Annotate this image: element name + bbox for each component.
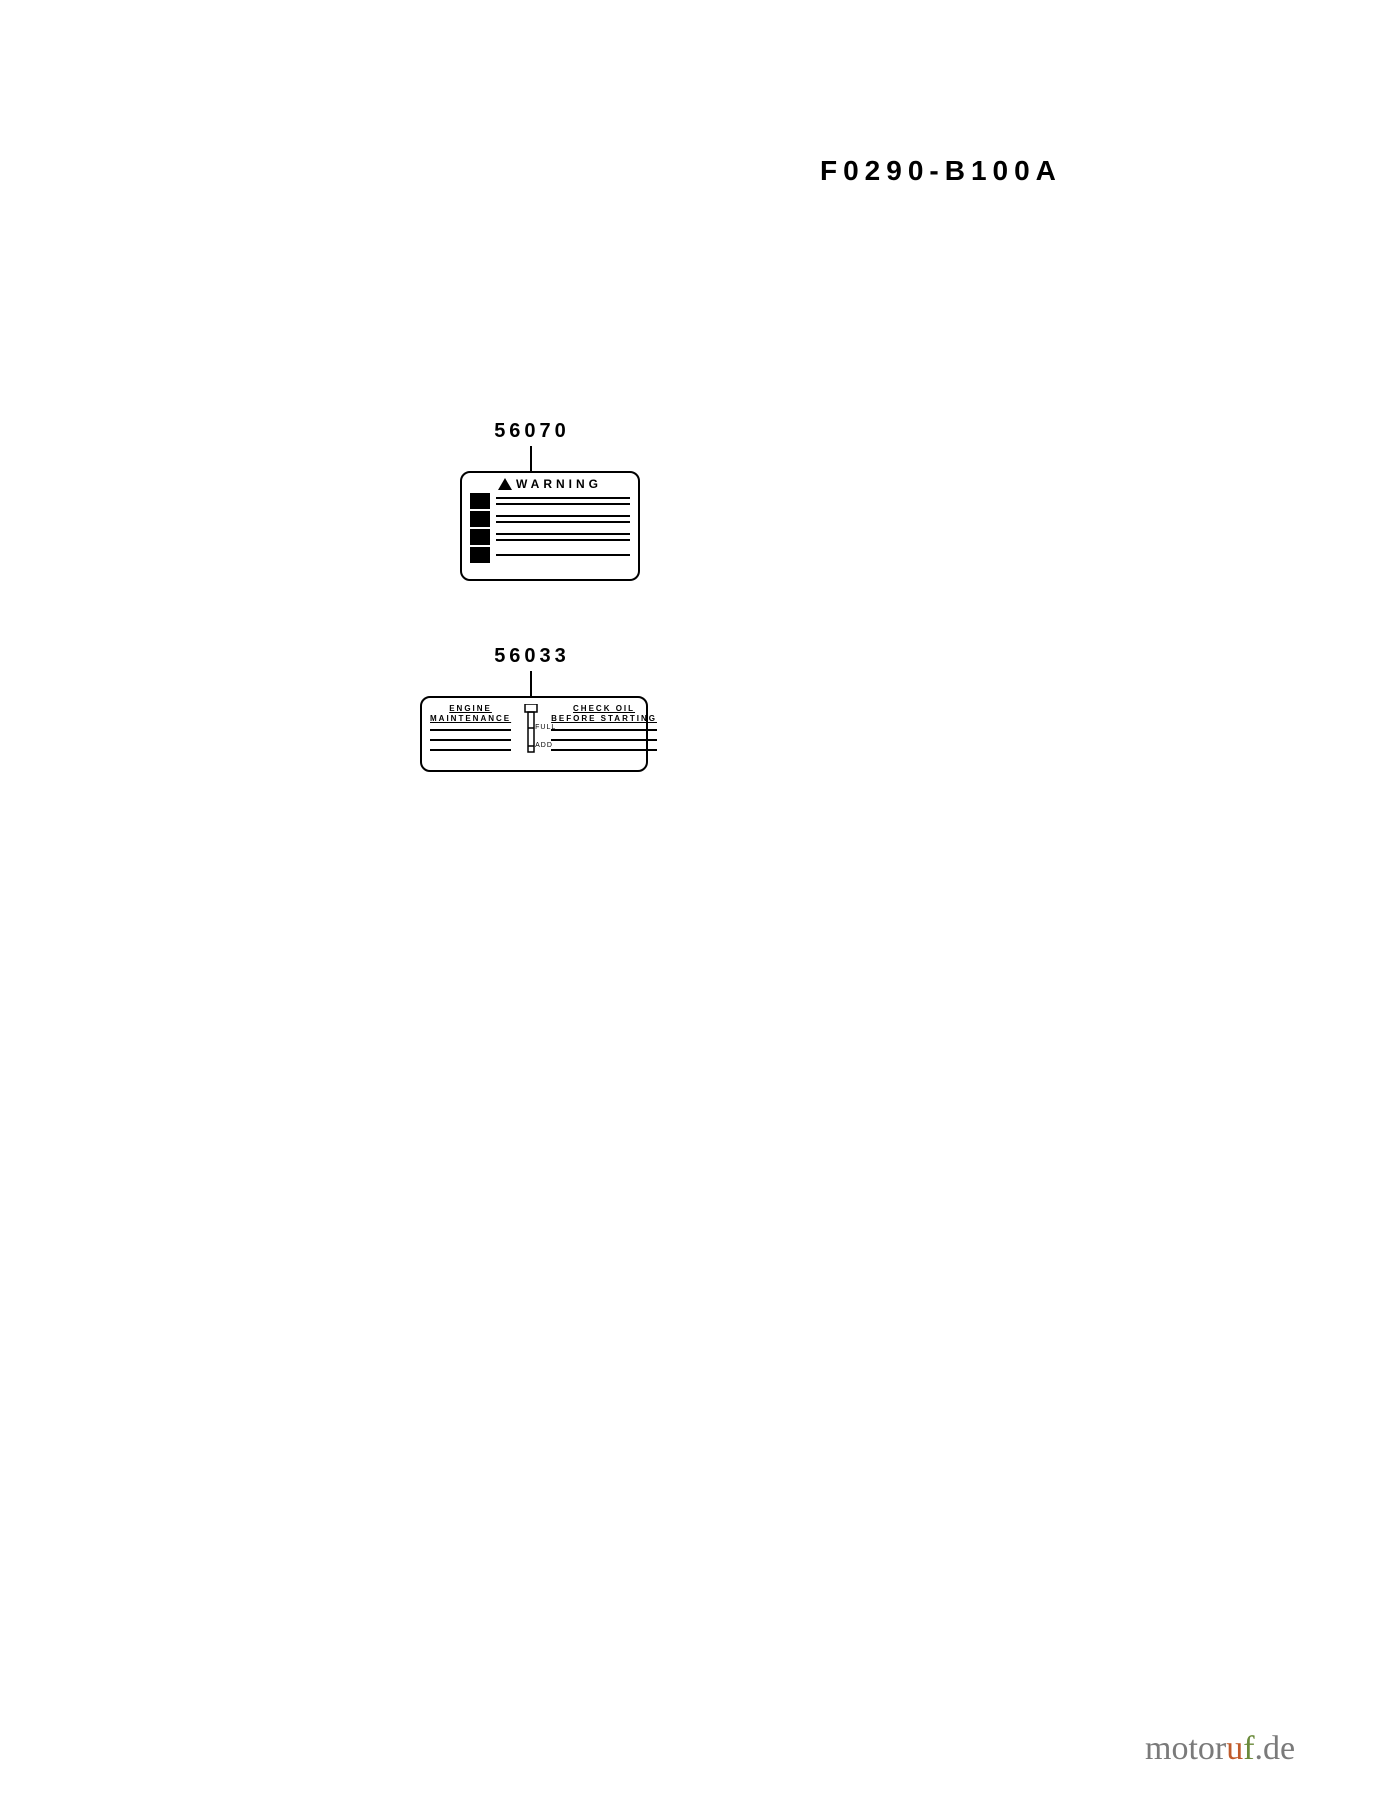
maint-right-title: CHECK OIL BEFORE STARTING <box>551 704 657 725</box>
watermark-part-1: motor <box>1145 1730 1226 1767</box>
leader-56033 <box>530 671 532 698</box>
warning-header-text: WARNING <box>516 477 602 491</box>
warning-lines-2 <box>496 511 630 527</box>
manual-icon <box>470 493 490 509</box>
hazard-icon-3 <box>470 547 490 563</box>
page-code: F0290-B100A <box>820 155 1062 187</box>
part-number-56070: 56070 <box>472 420 592 443</box>
dipstick-add-label: ADD <box>535 742 553 749</box>
warning-row-1 <box>462 491 638 509</box>
warning-header: WARNING <box>462 473 638 491</box>
warning-lines-4 <box>496 550 630 560</box>
hazard-icon-1 <box>470 511 490 527</box>
warning-row-3 <box>462 527 638 545</box>
warning-row-4 <box>462 545 638 563</box>
maint-left-col: ENGINE MAINTENANCE <box>430 704 511 771</box>
warning-lines-3 <box>496 529 630 545</box>
warning-lines-1 <box>496 493 630 509</box>
watermark: motoruf.de <box>1145 1730 1295 1768</box>
warning-row-2 <box>462 509 638 527</box>
warning-label-56070: WARNING <box>460 471 640 581</box>
maint-right-col: CHECK OIL BEFORE STARTING <box>551 704 657 771</box>
warning-triangle-icon <box>498 478 512 490</box>
maintenance-label-56033: ENGINE MAINTENANCE FULL ADD CHECK OIL BE… <box>420 696 648 772</box>
maint-left-title: ENGINE MAINTENANCE <box>430 704 511 725</box>
maint-center-dipstick: FULL ADD <box>517 704 545 771</box>
watermark-part-3: f <box>1243 1730 1254 1767</box>
leader-56070 <box>530 446 532 473</box>
watermark-part-2: u <box>1226 1730 1243 1767</box>
hazard-icon-2 <box>470 529 490 545</box>
part-number-56033: 56033 <box>472 645 592 668</box>
watermark-suffix: .de <box>1255 1730 1296 1767</box>
dipstick-full-label: FULL <box>535 724 556 731</box>
